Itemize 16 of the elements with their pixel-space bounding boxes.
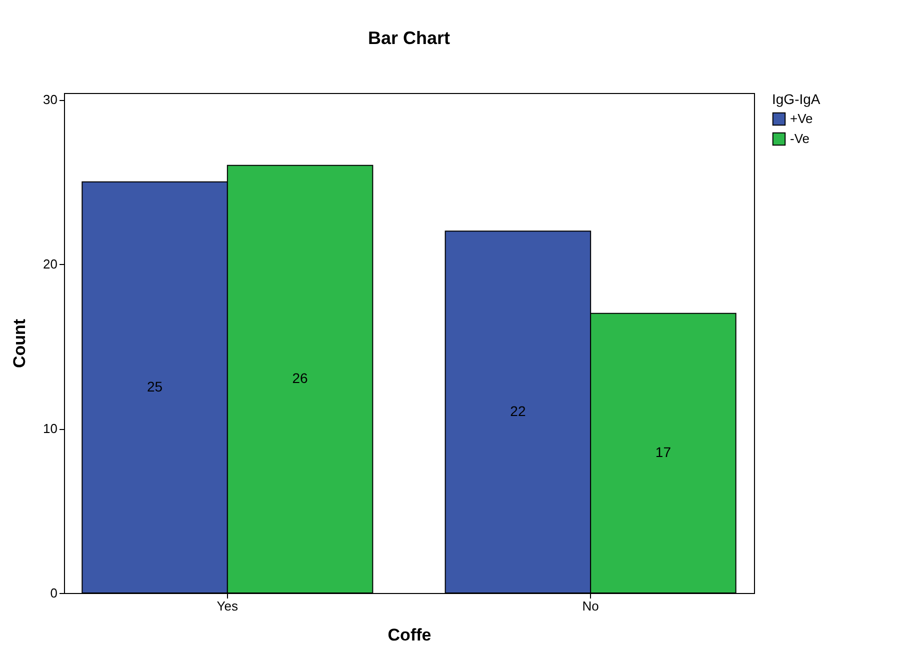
y-tick-label: 0 — [50, 586, 58, 600]
data-label: 22 — [510, 403, 526, 420]
data-label: 17 — [655, 444, 672, 460]
legend-label: +Ve — [790, 111, 813, 126]
legend-title: IgG-IgA — [772, 91, 821, 107]
y-axis-title: Count — [10, 318, 30, 368]
y-tick-label: 10 — [43, 421, 58, 436]
x-axis-title: Coffe — [388, 626, 432, 644]
y-tick-label: 30 — [43, 92, 58, 108]
data-label: 25 — [147, 378, 163, 394]
x-tick-label: Yes — [216, 598, 239, 614]
x-tick-label: No — [582, 598, 599, 614]
data-label: 26 — [292, 370, 308, 386]
chart-title: Bar Chart — [368, 28, 450, 48]
y-tick-label: 20 — [43, 256, 58, 272]
legend-label: -Ve — [790, 131, 810, 146]
